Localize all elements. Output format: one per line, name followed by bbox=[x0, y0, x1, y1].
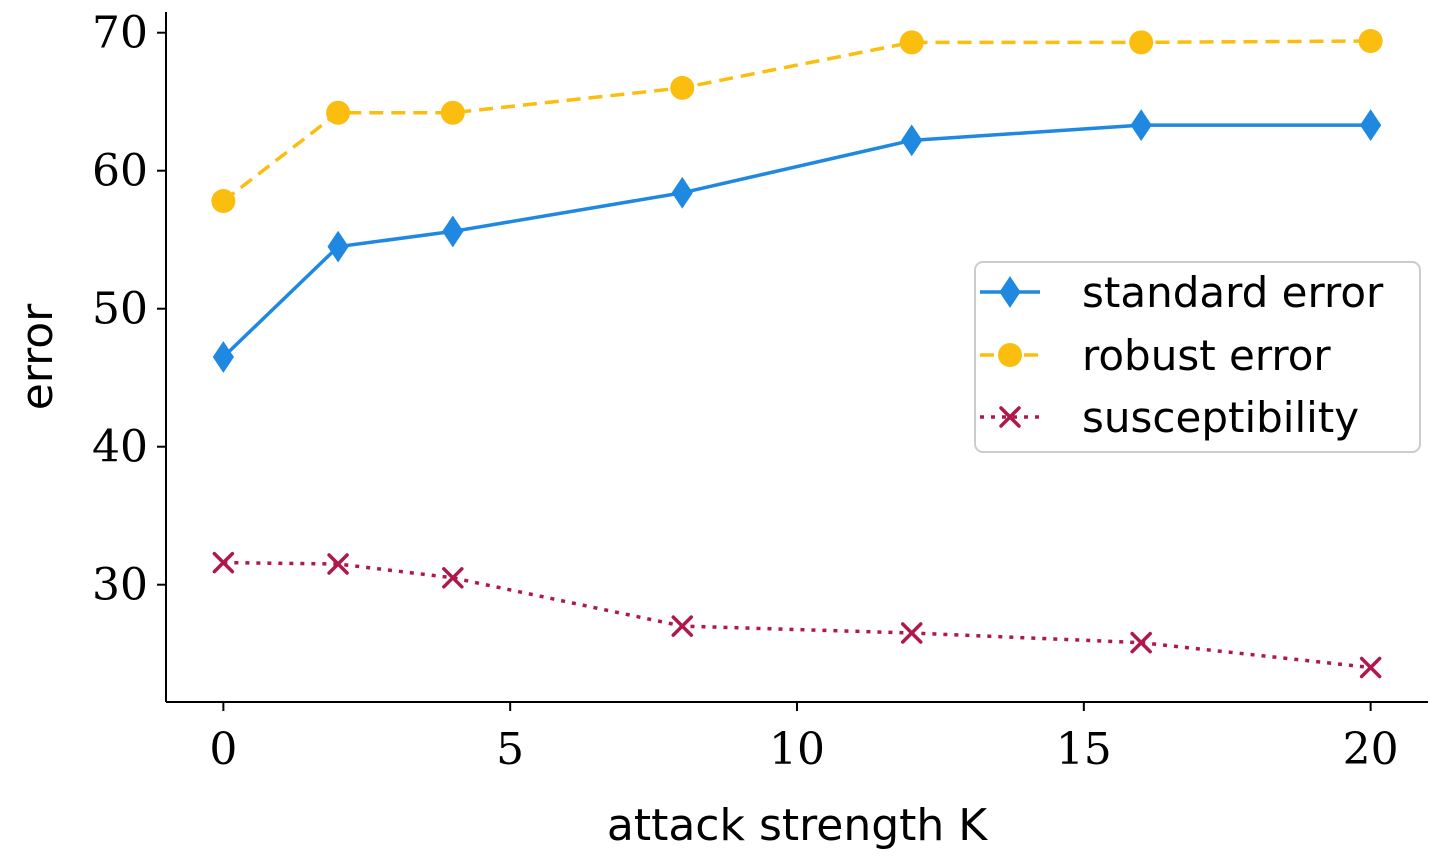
y-tick-label: 40 bbox=[92, 422, 148, 473]
data-point-susceptibility bbox=[1130, 631, 1152, 654]
data-point-robust-error bbox=[899, 30, 924, 55]
x-tick-label: 20 bbox=[1343, 724, 1399, 775]
series-line-robust-error bbox=[222, 39, 1371, 203]
legend-marker bbox=[999, 276, 1021, 308]
legend: standard error robust error susceptibility bbox=[974, 261, 1421, 453]
data-point-robust-error bbox=[440, 100, 465, 125]
y-ticks: 30 40 50 60 70 bbox=[92, 8, 166, 611]
data-point-robust-error bbox=[211, 189, 236, 214]
plot-markers bbox=[211, 28, 1383, 679]
legend-label: susceptibility bbox=[1082, 393, 1359, 442]
legend-box bbox=[974, 261, 1421, 453]
x-tick-label: 10 bbox=[769, 724, 825, 775]
series-line-susceptibility bbox=[223, 560, 1371, 670]
x-ticks: 0 5 10 15 20 bbox=[209, 702, 1399, 775]
y-tick-label: 30 bbox=[92, 560, 148, 611]
x-axis-label: attack strength K bbox=[607, 800, 988, 851]
legend-label: standard error bbox=[1082, 268, 1384, 317]
legend-entry-robust-error: robust error bbox=[980, 331, 1331, 380]
data-point-susceptibility bbox=[212, 551, 235, 574]
legend-label: robust error bbox=[1082, 331, 1331, 380]
x-tick-label: 15 bbox=[1056, 724, 1112, 775]
y-tick-label: 70 bbox=[92, 8, 148, 59]
data-point-susceptibility bbox=[442, 567, 464, 589]
data-point-standard-error bbox=[327, 230, 349, 263]
data-point-robust-error bbox=[326, 100, 351, 125]
data-point-susceptibility bbox=[1359, 656, 1382, 679]
y-tick-label: 60 bbox=[92, 146, 148, 197]
data-point-standard-error bbox=[671, 176, 693, 209]
data-point-susceptibility bbox=[327, 553, 349, 575]
data-point-standard-error bbox=[1130, 109, 1152, 142]
legend-marker bbox=[998, 343, 1022, 367]
data-point-standard-error bbox=[1360, 109, 1382, 142]
y-axis-label: error bbox=[12, 303, 63, 410]
data-point-susceptibility bbox=[671, 615, 694, 637]
legend-entry-standard-error: standard error bbox=[980, 268, 1384, 317]
data-point-robust-error bbox=[1129, 30, 1154, 55]
data-point-susceptibility bbox=[900, 622, 923, 644]
data-point-standard-error bbox=[901, 124, 923, 157]
data-point-standard-error bbox=[442, 215, 464, 248]
x-tick-label: 0 bbox=[209, 724, 237, 775]
y-tick-label: 50 bbox=[92, 284, 148, 335]
data-point-robust-error bbox=[670, 75, 695, 100]
legend-entry-susceptibility: susceptibility bbox=[980, 393, 1359, 442]
data-point-standard-error bbox=[212, 341, 234, 373]
data-point-robust-error bbox=[1358, 28, 1383, 53]
legend-marker bbox=[999, 406, 1021, 428]
x-tick-label: 5 bbox=[496, 724, 524, 775]
